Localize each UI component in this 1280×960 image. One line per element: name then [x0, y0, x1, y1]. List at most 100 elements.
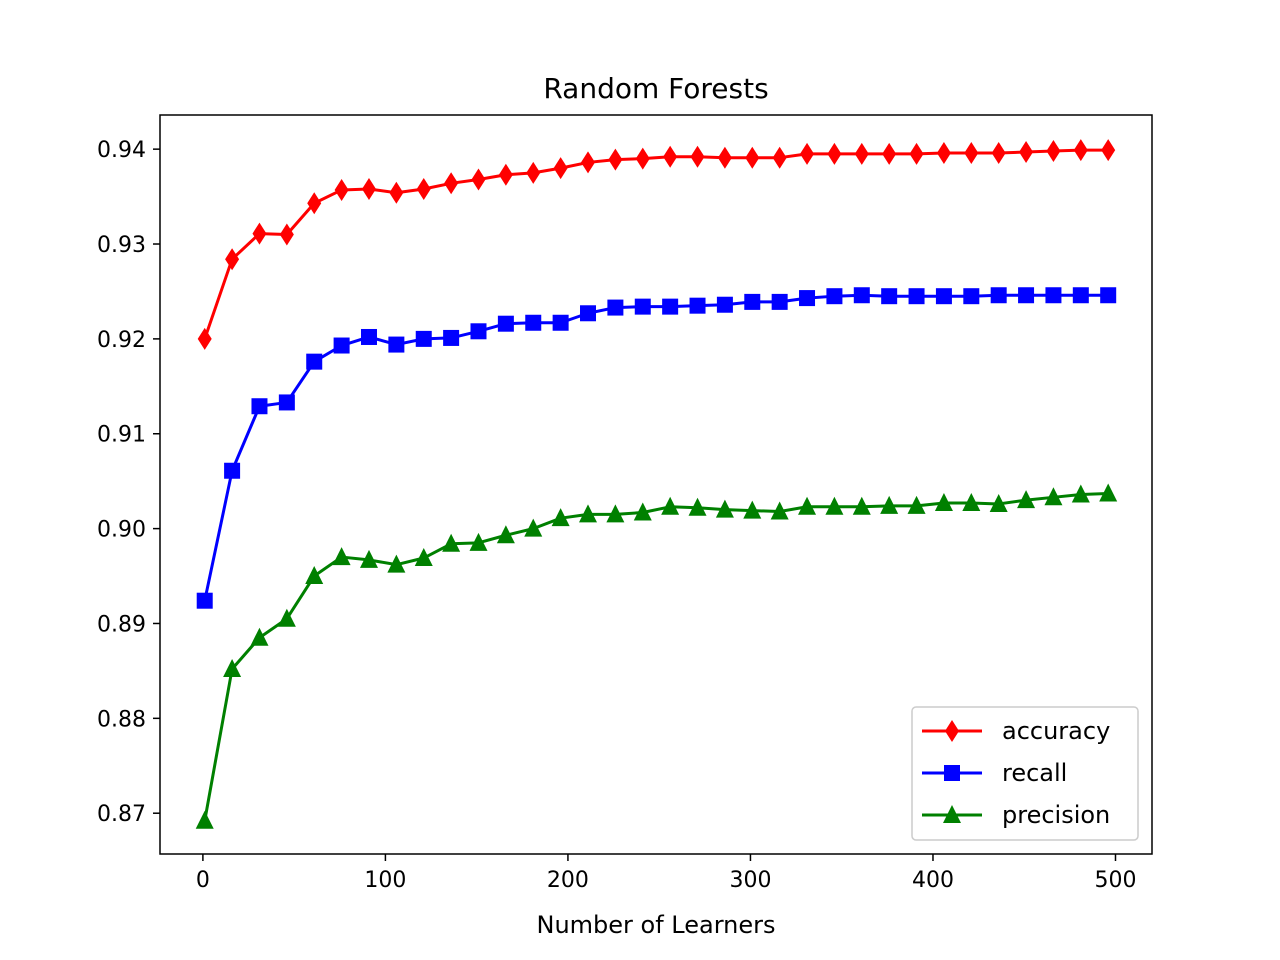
- x-tick-label: 300: [729, 868, 771, 893]
- data-point-precision: [469, 532, 488, 551]
- data-point-precision: [907, 495, 926, 514]
- data-point-accuracy: [909, 142, 924, 165]
- y-tick-label: 0.87: [97, 802, 146, 827]
- data-point-precision: [743, 500, 762, 519]
- data-point-recall: [552, 314, 569, 331]
- data-point-precision: [633, 502, 652, 521]
- data-point-precision: [825, 496, 844, 515]
- data-point-accuracy: [772, 146, 787, 169]
- data-point-precision: [770, 501, 789, 520]
- data-point-accuracy: [800, 142, 815, 165]
- data-point-recall: [607, 299, 624, 316]
- legend-marker-precision: [943, 805, 961, 823]
- data-point-precision: [715, 499, 734, 518]
- y-axis: 0.87 0.88 0.89 0.90 0.91 0.92 0.93 0.94: [97, 138, 160, 827]
- data-point-accuracy: [635, 147, 650, 170]
- data-point-accuracy: [1046, 140, 1061, 163]
- data-point-precision: [1044, 487, 1063, 506]
- data-point-precision: [661, 496, 680, 515]
- legend-marker-accuracy: [945, 720, 959, 742]
- data-point-recall: [744, 293, 761, 310]
- y-tick-label: 0.88: [97, 707, 146, 732]
- data-point-recall: [771, 293, 788, 310]
- data-point-recall: [826, 288, 843, 305]
- legend: accuracy recall precision: [911, 706, 1139, 841]
- data-point-accuracy: [416, 177, 431, 200]
- data-point-recall: [278, 394, 295, 411]
- x-tick-label: 500: [1094, 868, 1136, 893]
- data-point-precision: [1017, 490, 1036, 509]
- series-accuracy: [197, 139, 1116, 350]
- data-point-recall: [443, 329, 460, 346]
- data-point-accuracy: [526, 161, 541, 184]
- data-point-precision: [195, 810, 214, 829]
- data-point-recall: [1072, 287, 1089, 304]
- data-point-accuracy: [581, 151, 596, 174]
- data-point-recall: [689, 297, 706, 314]
- y-tick-label: 0.93: [97, 233, 146, 258]
- data-point-precision: [414, 548, 433, 567]
- plot-area-frame: [159, 114, 1153, 855]
- data-point-precision: [223, 659, 242, 678]
- x-axis-label: Number of Learners: [536, 911, 775, 939]
- data-point-precision: [387, 554, 406, 573]
- data-point-precision: [934, 492, 953, 511]
- series-precision: [195, 483, 1118, 829]
- data-point-recall: [634, 298, 651, 315]
- data-point-recall: [1045, 287, 1062, 304]
- data-point-recall: [388, 336, 405, 353]
- data-point-recall: [333, 337, 350, 354]
- data-point-recall: [251, 398, 268, 415]
- data-point-precision: [606, 504, 625, 523]
- data-point-accuracy: [307, 192, 322, 215]
- series-line-recall: [203, 293, 1109, 602]
- data-point-recall: [525, 314, 542, 331]
- chart-title: Random Forests: [543, 72, 768, 105]
- plot-series: [195, 139, 1118, 829]
- data-point-precision: [1071, 484, 1090, 503]
- data-point-recall: [799, 290, 816, 307]
- y-tick-label: 0.92: [97, 328, 146, 353]
- data-point-recall: [1100, 287, 1117, 304]
- data-point-accuracy: [252, 222, 267, 245]
- data-point-recall: [580, 305, 597, 322]
- data-point-recall: [415, 330, 432, 347]
- data-point-precision: [798, 496, 817, 515]
- data-point-accuracy: [882, 142, 897, 165]
- data-point-accuracy: [225, 248, 240, 271]
- data-point-accuracy: [854, 142, 869, 165]
- data-point-precision: [579, 504, 598, 523]
- data-point-accuracy: [471, 168, 486, 191]
- data-point-precision: [332, 547, 351, 566]
- data-point-precision: [277, 608, 296, 627]
- data-point-accuracy: [389, 181, 404, 204]
- series-line-accuracy: [203, 148, 1109, 340]
- data-point-accuracy: [827, 142, 842, 165]
- data-point-recall: [935, 288, 952, 305]
- data-point-accuracy: [498, 163, 513, 186]
- data-point-recall: [716, 296, 733, 313]
- series-recall: [196, 287, 1117, 609]
- series-line-precision: [203, 492, 1109, 822]
- data-point-accuracy: [361, 177, 376, 200]
- data-point-precision: [250, 627, 269, 646]
- x-tick-label: 100: [364, 868, 406, 893]
- data-point-accuracy: [553, 157, 568, 180]
- data-point-recall: [1018, 287, 1035, 304]
- data-point-recall: [360, 328, 377, 345]
- data-point-precision: [688, 497, 707, 516]
- data-point-accuracy: [663, 145, 678, 168]
- data-point-precision: [989, 493, 1008, 512]
- data-point-accuracy: [1073, 139, 1088, 162]
- data-point-accuracy: [991, 141, 1006, 164]
- x-tick-label: 200: [547, 868, 589, 893]
- data-point-precision: [524, 518, 543, 537]
- data-point-recall: [470, 323, 487, 340]
- data-point-precision: [551, 508, 570, 527]
- data-point-recall: [196, 592, 213, 609]
- y-tick-label: 0.94: [97, 138, 146, 163]
- data-point-accuracy: [936, 141, 951, 164]
- legend-frame: [911, 706, 1139, 841]
- data-point-recall: [853, 287, 870, 304]
